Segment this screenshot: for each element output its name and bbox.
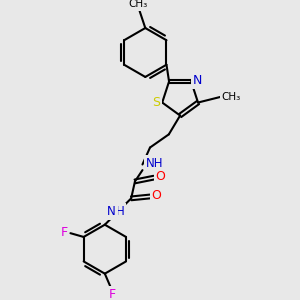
Text: F: F — [109, 288, 116, 300]
Text: S: S — [152, 96, 160, 109]
Text: NH: NH — [146, 157, 164, 170]
Text: O: O — [155, 170, 165, 183]
Text: N: N — [193, 74, 203, 87]
Text: F: F — [60, 226, 68, 239]
Text: N: N — [107, 205, 116, 218]
Text: CH₃: CH₃ — [128, 0, 147, 10]
Text: O: O — [152, 189, 161, 202]
Text: CH₃: CH₃ — [221, 92, 241, 102]
Text: H: H — [116, 205, 124, 218]
